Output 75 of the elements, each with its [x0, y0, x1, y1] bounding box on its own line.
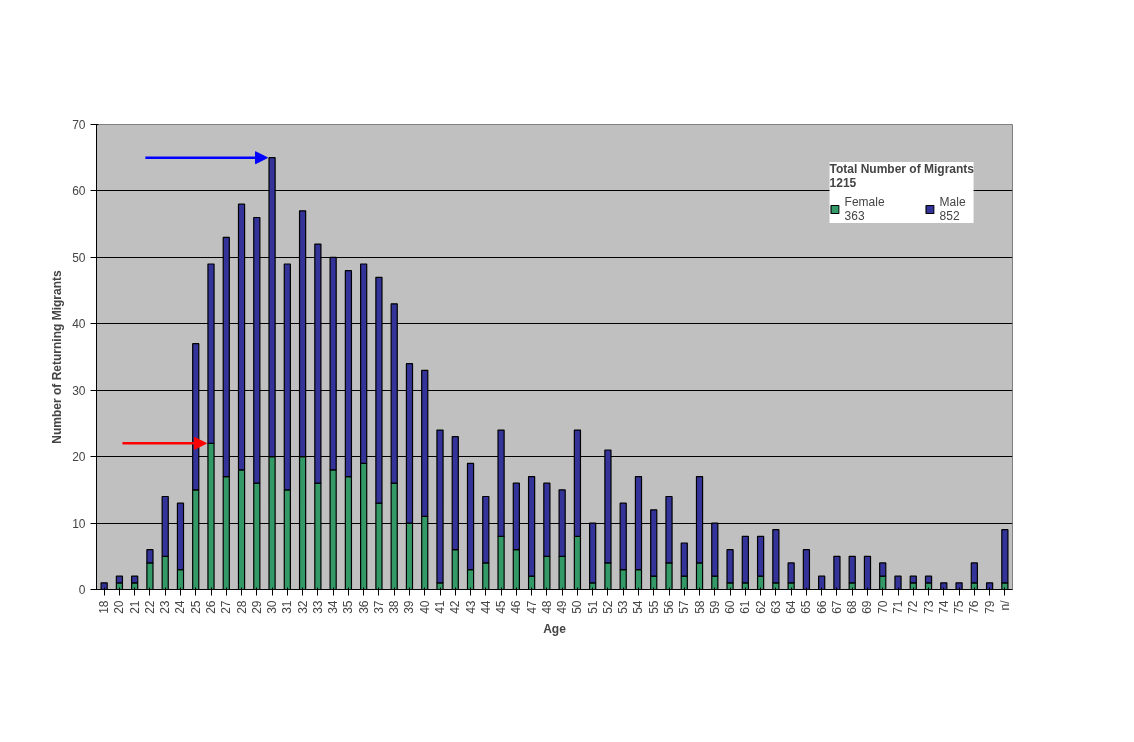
x-tick-label: 38 [387, 600, 402, 614]
x-tick-label: 33 [310, 600, 325, 614]
x-tick-label: 28 [234, 600, 249, 614]
x-tick-label: 61 [738, 600, 753, 614]
x-tick-label: 71 [891, 600, 905, 614]
x-tick-label: 73 [921, 600, 936, 614]
x-tick-label: 22 [142, 600, 157, 614]
x-tick-label: 55 [646, 600, 661, 614]
x-tick-label: 45 [494, 600, 509, 614]
y-tick-label: 0 [78, 583, 86, 597]
x-tick-label: 51 [585, 600, 600, 614]
x-tick-label: 35 [341, 600, 356, 614]
x-tick-label: 58 [692, 600, 707, 614]
x-tick-label: 23 [158, 600, 173, 614]
x-tick-label: 75 [952, 600, 967, 614]
x-axis-title: Age [543, 621, 567, 636]
x-tick-label: 57 [677, 600, 692, 614]
x-tick-label: 79 [982, 600, 997, 614]
x-tick-label: 74 [936, 600, 951, 614]
annotation: 852 [939, 209, 960, 223]
x-tick-label: 29 [249, 600, 264, 614]
x-tick-label: 62 [753, 600, 768, 614]
y-tick-label: 60 [72, 184, 86, 199]
x-tick-label: n/ [997, 599, 1012, 611]
x-tick-label: 36 [356, 600, 371, 614]
x-tick-label: 41 [433, 600, 447, 614]
x-tick-label: 72 [906, 600, 921, 614]
x-tick-label: 42 [448, 600, 463, 614]
x-tick-label: 70 [875, 600, 890, 614]
x-tick-label: 34 [326, 600, 341, 614]
x-tick-label: 25 [188, 600, 203, 614]
x-tick-label: 64 [784, 600, 799, 614]
y-tick-label: 50 [72, 250, 86, 265]
x-tick-label: 26 [204, 600, 218, 614]
x-tick-label: 21 [127, 600, 142, 614]
x-tick-label: 67 [829, 600, 844, 614]
x-tick-label: 20 [112, 600, 127, 614]
x-tick-label: 43 [463, 600, 478, 614]
x-tick-label: 63 [768, 600, 783, 614]
legend-title: Total Number of Migrants 1215 [829, 162, 974, 190]
x-tick-label: 37 [371, 600, 386, 614]
x-tick-label: 32 [295, 600, 310, 614]
x-tick-label: 52 [600, 600, 615, 614]
x-tick-label: 56 [662, 600, 676, 614]
x-tick-label: 65 [799, 600, 814, 614]
x-tick-label: 31 [280, 600, 295, 614]
x-tick-label: 48 [539, 600, 554, 614]
x-tick-label: 54 [631, 600, 646, 614]
y-tick-label: 20 [72, 450, 86, 465]
annotation: 363 [844, 209, 865, 223]
y-tick-label: 10 [72, 516, 86, 531]
x-tick-label: 69 [860, 600, 875, 614]
y-tick-label: 70 [72, 118, 86, 132]
x-tick-label: 59 [707, 600, 722, 614]
x-tick-label: 40 [417, 600, 432, 614]
x-tick-label: 39 [402, 600, 417, 614]
x-tick-label: 24 [173, 600, 188, 614]
x-tick-label: 49 [555, 600, 570, 614]
x-tick-label: 47 [524, 600, 539, 614]
x-tick-label: 46 [509, 600, 524, 614]
y-axis-title: Number of Returning Migrants [50, 270, 65, 444]
y-tick-label: 40 [72, 317, 86, 332]
y-tick-label: 30 [72, 383, 86, 398]
legend-label: Female [844, 195, 885, 209]
x-tick-label: 44 [478, 600, 493, 614]
x-tick-label: 18 [97, 600, 112, 614]
x-tick-label: 66 [814, 600, 829, 614]
x-tick-label: 27 [219, 600, 234, 614]
x-tick-label: 60 [723, 600, 738, 614]
x-tick-label: 30 [265, 600, 280, 614]
x-tick-label: 68 [845, 600, 860, 614]
legend-label: Male [939, 195, 966, 209]
x-tick-label: 50 [570, 600, 585, 614]
x-tick-label: 76 [967, 600, 982, 614]
x-tick-label: 53 [616, 600, 631, 614]
